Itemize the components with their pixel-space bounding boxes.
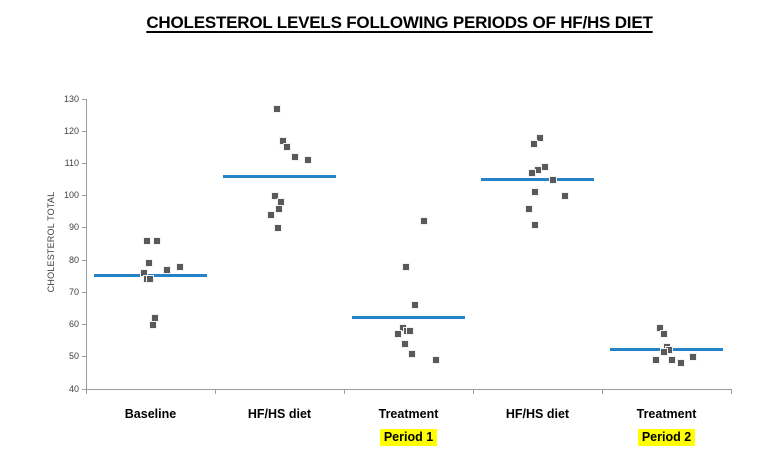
y-axis-tick-label: 110 — [64, 157, 79, 168]
mean-line — [352, 315, 465, 319]
data-point — [656, 324, 663, 331]
data-point — [399, 324, 406, 331]
data-point — [525, 205, 532, 212]
y-axis-tick-label: 60 — [68, 319, 79, 330]
x-category-label: HF/HS diet — [505, 407, 570, 421]
x-axis-tick — [344, 389, 345, 394]
data-point — [140, 270, 147, 276]
x-category-sublabel: Period 2 — [602, 428, 731, 446]
y-axis-tick — [82, 162, 87, 164]
data-point — [151, 315, 158, 322]
x-category-label: HF/HS diet — [247, 407, 312, 421]
data-point — [283, 144, 290, 151]
x-axis-tick — [602, 389, 603, 394]
y-axis-tick-label: 100 — [63, 190, 79, 201]
data-point — [402, 263, 409, 270]
data-point — [652, 357, 659, 363]
data-point — [677, 360, 684, 367]
highlighted-period-label: Period 1 — [379, 429, 438, 446]
data-point — [143, 237, 150, 244]
data-point — [536, 134, 543, 141]
x-axis-tick — [215, 389, 216, 394]
y-axis-tick — [82, 356, 87, 358]
data-point — [665, 347, 672, 354]
y-axis-tick — [82, 291, 87, 293]
data-point — [528, 170, 535, 177]
highlighted-period-label: Period 2 — [637, 429, 696, 446]
data-point — [176, 263, 183, 270]
data-point — [279, 137, 286, 144]
data-point — [432, 357, 439, 363]
data-point — [275, 205, 282, 212]
data-point — [163, 266, 170, 273]
x-category-label: Treatment — [636, 407, 697, 421]
chart-title: CHOLESTEROL LEVELS FOLLOWING PERIODS OF … — [146, 13, 653, 32]
data-point — [689, 353, 696, 360]
y-axis-tick — [82, 227, 87, 229]
x-axis-line — [86, 389, 732, 390]
x-axis-tick — [86, 389, 87, 394]
data-point — [291, 154, 298, 160]
data-point — [549, 176, 556, 183]
y-axis-tick-label: 40 — [68, 383, 79, 394]
data-point — [408, 350, 415, 357]
data-point — [541, 163, 548, 170]
y-axis-tick — [82, 259, 87, 261]
data-point — [668, 357, 675, 363]
data-point — [420, 218, 427, 225]
data-point — [267, 212, 274, 218]
data-point — [534, 166, 541, 173]
data-point — [531, 221, 538, 228]
data-point — [145, 260, 152, 267]
mean-line — [94, 274, 207, 278]
data-point — [273, 105, 280, 112]
data-point — [271, 192, 278, 199]
data-point — [561, 192, 568, 199]
y-axis-tick — [82, 130, 87, 132]
data-point — [663, 344, 670, 351]
data-point — [401, 340, 408, 347]
data-point — [660, 348, 667, 355]
x-category-label: Treatment — [378, 407, 439, 421]
y-axis-tick-label: 130 — [63, 93, 79, 104]
y-axis-tick-label: 90 — [68, 222, 79, 233]
data-point — [149, 321, 156, 328]
x-axis-tick — [731, 389, 732, 394]
y-axis-tick-label: 70 — [68, 286, 79, 297]
mean-line — [223, 174, 336, 178]
y-axis-tick-label: 120 — [63, 125, 79, 136]
y-axis-tick-label: 80 — [68, 254, 79, 265]
data-point — [530, 141, 537, 148]
y-axis-tick — [82, 195, 87, 197]
data-point — [406, 328, 413, 334]
y-axis-tick — [82, 388, 87, 390]
x-category-label: Baseline — [124, 407, 177, 421]
x-axis-tick — [473, 389, 474, 394]
x-category-sublabel: Period 1 — [344, 428, 473, 446]
y-axis-line — [86, 99, 87, 390]
data-point — [304, 157, 311, 164]
data-point — [660, 331, 667, 338]
y-axis-tick — [82, 98, 87, 100]
data-point — [277, 199, 284, 206]
data-point — [411, 302, 418, 309]
y-axis-tick-label: 50 — [68, 351, 79, 362]
data-point — [274, 224, 281, 231]
mean-line — [481, 178, 594, 182]
data-point — [146, 276, 153, 283]
data-point — [394, 331, 401, 338]
data-point — [153, 237, 160, 244]
data-point — [531, 189, 538, 196]
y-axis-tick — [82, 324, 87, 326]
